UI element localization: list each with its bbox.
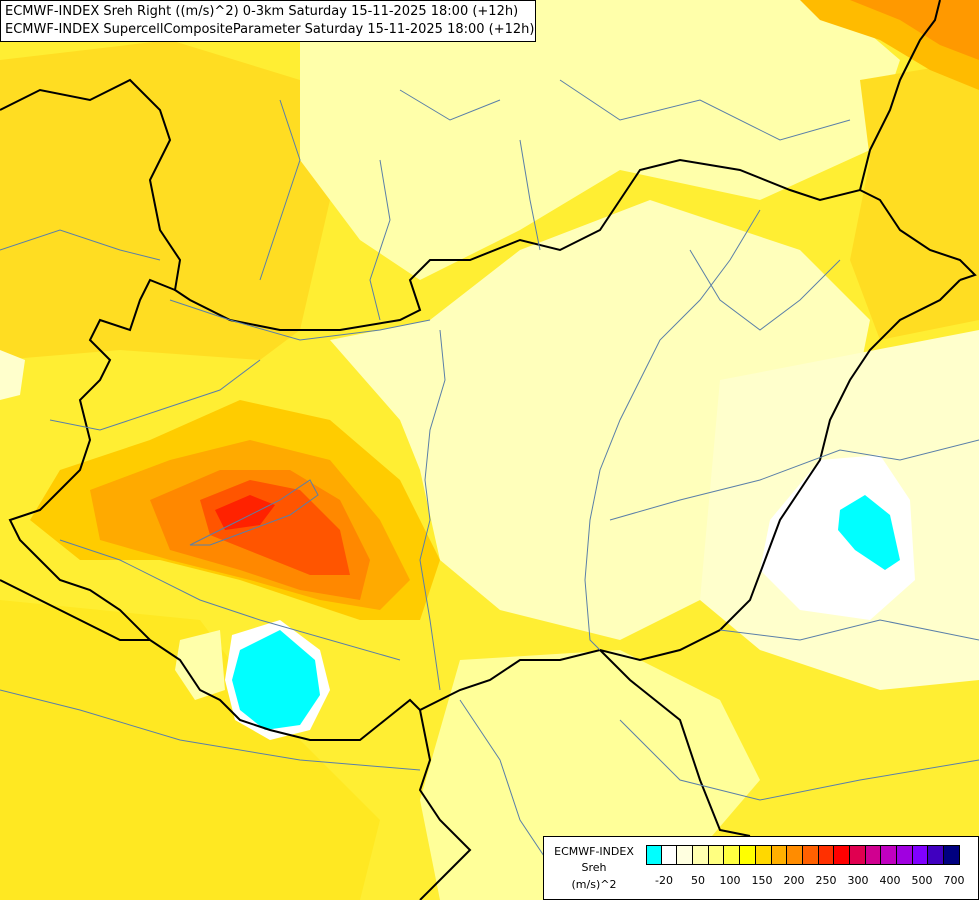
legend-tick-0: -20	[655, 874, 673, 887]
zone-pale-patch-west	[0, 350, 25, 400]
legend-swatch-3	[693, 845, 709, 865]
legend-swatch-5	[724, 845, 741, 865]
zone-pale-north	[300, 0, 900, 280]
river-east-3	[719, 619, 979, 641]
river-drava	[59, 539, 401, 661]
river-west-1	[0, 229, 161, 261]
river-east-2	[609, 439, 979, 521]
river-north-east-1	[559, 79, 851, 141]
legend-swatch-4	[708, 845, 725, 865]
rivers	[0, 79, 979, 881]
legend-swatch-19	[944, 845, 960, 865]
river-north-1	[259, 99, 301, 281]
legend-swatch-11	[818, 845, 835, 865]
zone-red-west-peak	[215, 495, 275, 530]
zone-yellow-west	[0, 40, 330, 360]
river-south-2	[619, 719, 979, 801]
legend-ticks: -20 50 100 150 200 250 300 400 500 700	[646, 874, 976, 888]
zone-white-east	[760, 455, 915, 620]
map-title-box: ECMWF-INDEX Sreh Right ((m/s)^2) 0-3km S…	[0, 0, 536, 42]
border-line-north-east	[859, 0, 941, 191]
legend-tick-7: 400	[879, 874, 901, 887]
river-lake-balaton	[189, 479, 319, 546]
river-tisza	[584, 209, 761, 651]
legend-swatch-14	[865, 845, 882, 865]
title-line-supercell: ECMWF-INDEX SupercellCompositeParameter …	[5, 22, 535, 37]
legend-label-model: ECMWF-INDEX	[554, 845, 634, 858]
river-east-1	[689, 249, 841, 331]
title-line-sreh: ECMWF-INDEX Sreh Right ((m/s)^2) 0-3km S…	[5, 4, 519, 19]
river-north-east-2	[399, 89, 501, 121]
river-north-3	[519, 139, 541, 251]
river-danube-north	[169, 299, 431, 341]
legend-tick-1: 50	[691, 874, 705, 887]
river-danube-south	[419, 329, 446, 691]
river-south-1	[459, 699, 561, 881]
legend-swatch-7	[755, 845, 772, 865]
zone-yellow-band-east	[850, 60, 979, 340]
legend-tick-5: 250	[815, 874, 837, 887]
legend-swatch-0	[646, 845, 662, 865]
legend-swatches	[646, 845, 960, 865]
border-line-east	[8, 278, 961, 741]
color-legend: ECMWF-INDEX Sreh (m/s)^2 -20 50 100 150 200 2…	[543, 836, 979, 900]
legend-label-unit: (m/s)^2	[571, 878, 617, 891]
zone-cyan-east	[838, 495, 900, 570]
border-line-south	[418, 709, 472, 900]
legend-swatch-2	[677, 845, 694, 865]
legend-swatch-16	[897, 845, 913, 865]
legend-swatch-8	[771, 845, 788, 865]
zone-darkorange-northeast	[850, 0, 979, 60]
legend-swatch-6	[740, 845, 756, 865]
legend-swatch-18	[928, 845, 945, 865]
legend-tick-6: 300	[847, 874, 869, 887]
legend-tick-4: 200	[783, 874, 805, 887]
zone-cyan-southwest	[232, 630, 320, 730]
river-west-2	[49, 359, 261, 431]
legend-swatch-10	[802, 845, 819, 865]
border-line-north-west	[0, 78, 977, 331]
legend-tick-9: 700	[943, 874, 965, 887]
legend-swatch-13	[849, 845, 866, 865]
legend-swatch-9	[787, 845, 803, 865]
river-north-2	[369, 159, 391, 321]
legend-swatch-1	[661, 845, 678, 865]
legend-tick-3: 150	[751, 874, 773, 887]
river-sava	[0, 689, 421, 771]
border-line-southeast	[599, 649, 751, 837]
legend-label-parameter: Sreh	[581, 861, 607, 874]
legend-tick-8: 500	[911, 874, 933, 887]
legend-tick-2: 100	[719, 874, 741, 887]
legend-swatch-15	[881, 845, 897, 865]
zone-yellow-southwest	[0, 600, 380, 900]
zone-pale-patch-sw	[175, 630, 225, 700]
border-line-southwest	[0, 579, 150, 641]
legend-swatch-12	[834, 845, 850, 865]
legend-swatch-17	[912, 845, 929, 865]
